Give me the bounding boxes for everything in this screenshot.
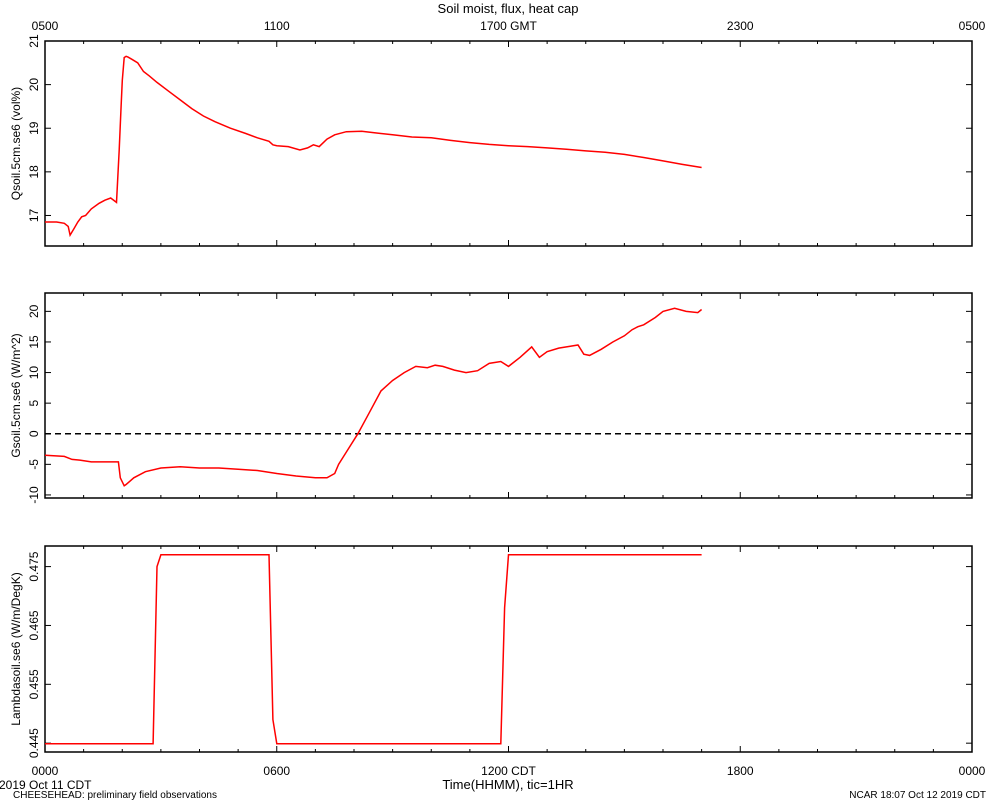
y-axis-label: Qsoil.5cm.se6 (vol%) xyxy=(9,87,23,200)
plot-frame xyxy=(44,545,973,753)
footer-left: CHEESEHEAD: preliminary field observatio… xyxy=(13,790,217,801)
bottom-tick-label: 0000 xyxy=(959,764,986,778)
y-tick-label: 5 xyxy=(27,399,41,406)
y-tick-label: 17 xyxy=(27,208,41,222)
top-tick-label: 0500 xyxy=(959,19,986,33)
series-line xyxy=(45,554,702,745)
y-tick-label: 21 xyxy=(27,34,41,48)
plot-frame xyxy=(44,40,973,247)
x-axis-label: Time(HHMM), tic=1HR xyxy=(442,777,573,792)
y-axis-label: Lambdasoil.se6 (W/m/DegK) xyxy=(9,572,23,725)
footer-right: NCAR 18:07 Oct 12 2019 CDT xyxy=(849,790,986,801)
y-tick-label: 0.475 xyxy=(27,551,41,581)
chart-title: Soil moist, flux, heat cap xyxy=(438,1,579,16)
y-tick-label: 0.465 xyxy=(27,610,41,640)
series-line xyxy=(45,55,702,238)
y-tick-label: 20 xyxy=(27,78,41,92)
y-tick-label: 19 xyxy=(27,121,41,135)
y-tick-label: 18 xyxy=(27,165,41,179)
bottom-tick-label: 1200 CDT xyxy=(481,764,536,778)
top-tick-label: 1700 GMT xyxy=(480,19,537,33)
y-tick-label: 0.445 xyxy=(27,728,41,758)
bottom-tick-label: 0600 xyxy=(263,764,290,778)
bottom-tick-label: 1800 xyxy=(727,764,754,778)
y-tick-label: 15 xyxy=(27,335,41,349)
y-tick-label: -5 xyxy=(27,459,41,470)
top-tick-label: 1100 xyxy=(264,19,290,33)
top-tick-label: 2300 xyxy=(727,19,754,33)
y-tick-label: 10 xyxy=(27,366,41,380)
bottom-tick-label: 0000 xyxy=(32,764,59,778)
date-label: 2019 Oct 11 CDT xyxy=(0,778,92,792)
y-tick-label: -10 xyxy=(27,486,41,504)
y-tick-label: 0.455 xyxy=(27,669,41,699)
top-tick-label: 0500 xyxy=(32,19,59,33)
series-line xyxy=(44,307,703,487)
y-axis-label: Gsoil.5cm.se6 (W/m^2) xyxy=(9,333,23,457)
y-tick-label: 20 xyxy=(27,304,41,318)
y-tick-label: 0 xyxy=(27,430,41,437)
